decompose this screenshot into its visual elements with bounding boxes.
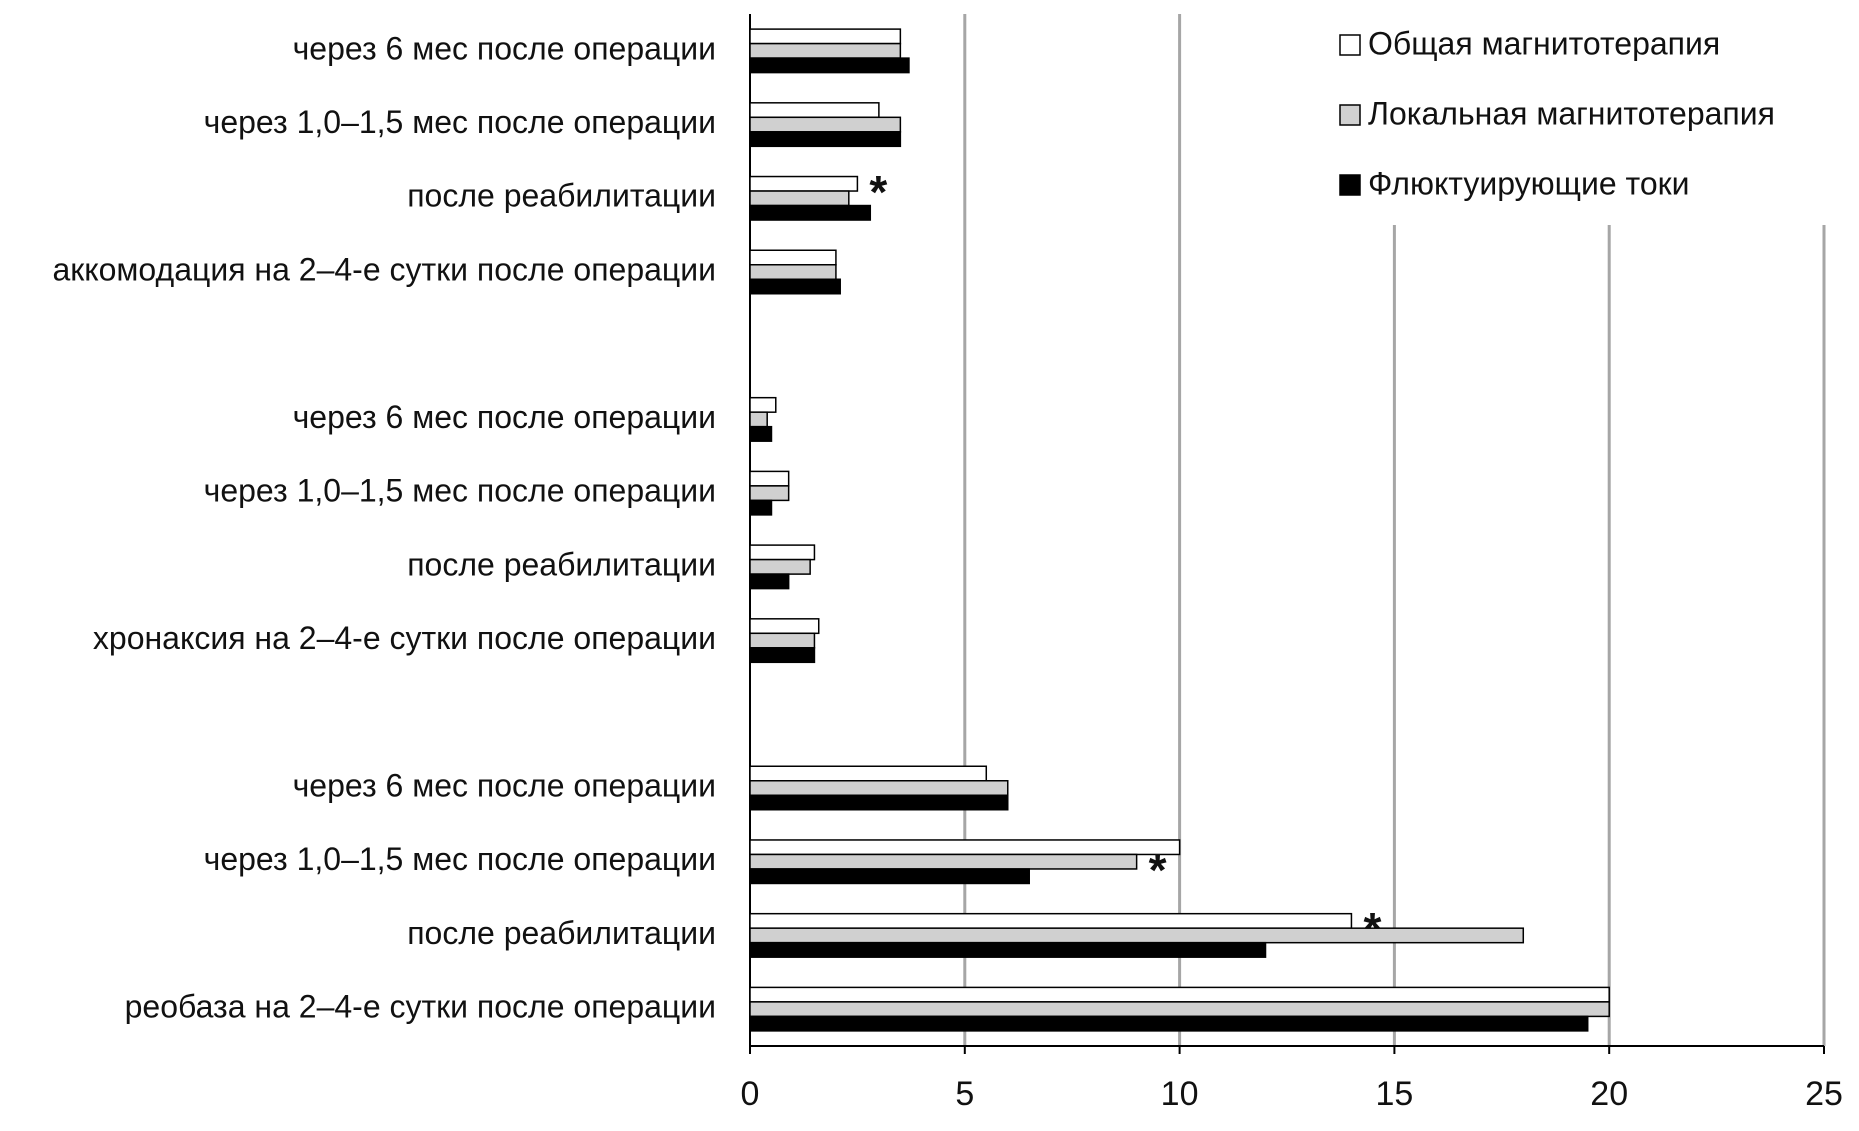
annotation: * <box>869 166 887 218</box>
bar <box>749 411 768 428</box>
bar <box>749 278 841 295</box>
bar <box>749 780 1009 796</box>
legend-label: Общая магнитотерапия <box>1368 25 1720 61</box>
bar <box>749 927 1525 944</box>
bar <box>749 57 910 74</box>
legend-swatch <box>1339 34 1361 56</box>
bar <box>749 470 790 487</box>
x-tick-label: 20 <box>1590 1075 1628 1113</box>
y-tick-label: через 1,0–1,5 мес после операции <box>204 841 716 877</box>
bar <box>749 42 902 59</box>
x-tick-label: 15 <box>1375 1075 1413 1113</box>
legend-label: Локальная магнитотерапия <box>1368 95 1775 131</box>
legend-background <box>1330 0 1859 225</box>
x-tick-label: 25 <box>1805 1075 1843 1113</box>
bar <box>749 28 902 45</box>
bar <box>749 632 816 649</box>
bar <box>749 485 790 502</box>
bar <box>749 544 816 561</box>
bar <box>749 264 837 280</box>
bar <box>749 499 773 516</box>
bar <box>749 1015 1589 1032</box>
y-tick-label: через 6 мес после операции <box>293 30 716 66</box>
y-tick-label: реобаза на 2–4-е сутки после операции <box>125 989 716 1025</box>
bar <box>749 102 880 119</box>
bar <box>749 794 1009 811</box>
bar <box>749 131 902 148</box>
bar <box>749 116 902 133</box>
bar <box>749 425 773 442</box>
y-tick-label: аккомодация на 2–4-е сутки после операци… <box>52 251 716 287</box>
bar <box>749 912 1353 929</box>
legend-swatch <box>1339 174 1361 196</box>
bar <box>749 647 816 664</box>
bar <box>749 765 988 782</box>
bar <box>749 839 1181 856</box>
y-tick-label: после реабилитации <box>407 915 716 951</box>
y-tick-label: через 6 мес после операции <box>293 767 716 803</box>
legend-label: Флюктуирующие токи <box>1368 165 1689 201</box>
x-tick-label: 0 <box>741 1075 760 1113</box>
bar <box>749 1001 1610 1018</box>
bar <box>749 204 872 221</box>
y-tick-label: после реабилитации <box>407 546 716 582</box>
bar <box>749 986 1610 1003</box>
annotation: * <box>1149 844 1167 896</box>
bar <box>749 396 777 413</box>
bar <box>749 558 811 575</box>
y-tick-label: через 1,0–1,5 мес после операции <box>204 104 716 140</box>
y-tick-label: через 6 мес после операции <box>293 399 716 435</box>
bar <box>749 249 837 266</box>
y-tick-label: после реабилитации <box>407 178 716 214</box>
bar <box>749 618 820 635</box>
y-tick-label: хронаксия на 2–4-е сутки после операции <box>93 620 716 656</box>
x-tick-label: 5 <box>955 1075 974 1113</box>
legend-swatch <box>1339 104 1361 126</box>
bar <box>749 175 859 192</box>
y-tick-label: через 1,0–1,5 мес после операции <box>204 473 716 509</box>
x-tick-label: 10 <box>1161 1075 1199 1113</box>
bar <box>749 190 850 207</box>
bar <box>749 868 1030 885</box>
bar <box>749 941 1267 958</box>
bar <box>749 573 790 590</box>
bar <box>749 853 1138 870</box>
